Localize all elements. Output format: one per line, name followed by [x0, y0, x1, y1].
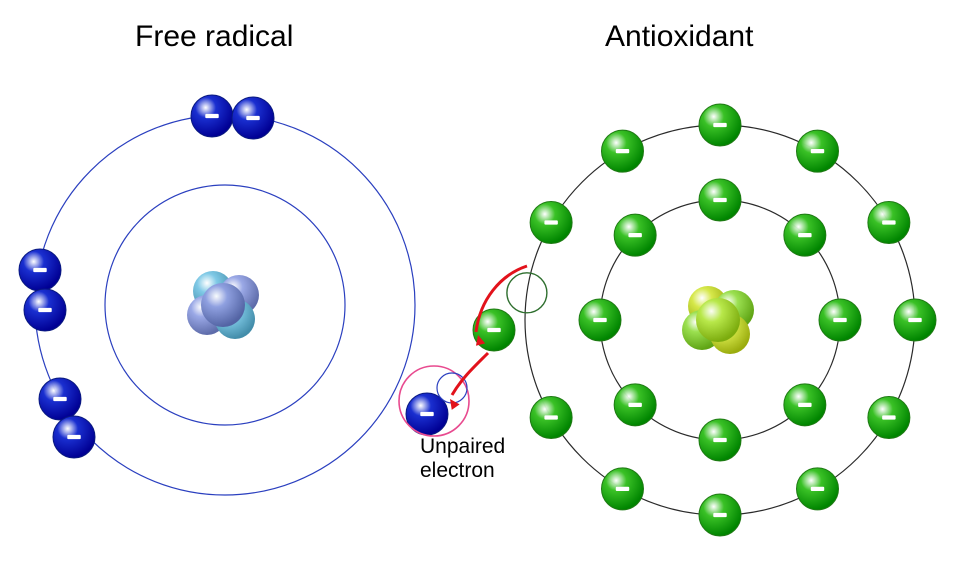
minus-icon — [38, 308, 51, 312]
title-antioxidant: Antioxidant — [605, 20, 753, 54]
minus-icon — [205, 114, 218, 118]
minus-icon — [908, 318, 921, 322]
label-unpaired-electron: Unpaired electron — [420, 435, 505, 483]
minus-icon — [616, 149, 629, 153]
minus-icon — [420, 412, 433, 416]
minus-icon — [628, 233, 641, 237]
minus-icon — [628, 403, 641, 407]
minus-icon — [811, 149, 824, 153]
minus-icon — [833, 318, 846, 322]
minus-icon — [882, 220, 895, 224]
minus-icon — [53, 397, 66, 401]
minus-icon — [487, 328, 500, 332]
free-radical-nucleus-sphere — [201, 283, 245, 327]
title-free-radical: Free radical — [135, 20, 293, 54]
minus-icon — [713, 198, 726, 202]
minus-icon — [544, 415, 557, 419]
minus-icon — [616, 487, 629, 491]
arrow-head-icon — [450, 399, 460, 410]
minus-icon — [882, 415, 895, 419]
minus-icon — [798, 403, 811, 407]
diagram-svg — [0, 0, 960, 569]
minus-icon — [33, 268, 46, 272]
minus-icon — [713, 513, 726, 517]
minus-icon — [811, 487, 824, 491]
minus-icon — [713, 438, 726, 442]
minus-icon — [544, 220, 557, 224]
minus-icon — [67, 435, 80, 439]
minus-icon — [246, 116, 259, 120]
minus-icon — [798, 233, 811, 237]
minus-icon — [593, 318, 606, 322]
minus-icon — [713, 123, 726, 127]
antioxidant-nucleus-sphere — [696, 298, 740, 342]
